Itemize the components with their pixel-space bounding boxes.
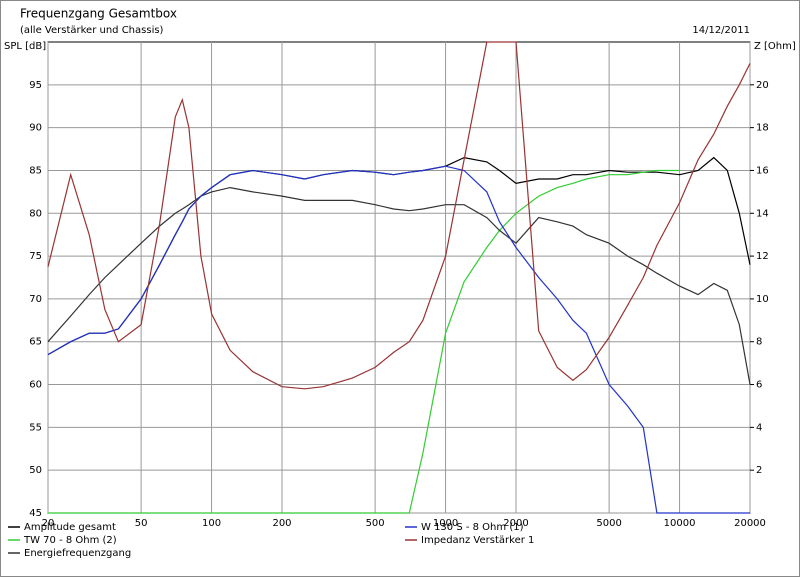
plot-area xyxy=(47,41,751,514)
x-tick-label: 100 xyxy=(202,518,221,529)
y-tick-label: 85 xyxy=(29,165,42,176)
y2-tick-label: 6 xyxy=(756,380,762,391)
legend-label: TW 70 - 8 Ohm (2) xyxy=(23,535,117,546)
y2-axis-label: Z [Ohm] xyxy=(754,41,796,52)
x-tick-label: 5000 xyxy=(596,518,621,529)
chart-date: 14/12/2011 xyxy=(692,25,750,36)
y-axis-label: SPL [dB] xyxy=(4,41,46,52)
y-tick-label: 90 xyxy=(29,123,42,134)
chart-subtitle: (alle Verstärker und Chassis) xyxy=(20,25,164,36)
y2-tick-label: 12 xyxy=(756,251,769,262)
x-tick-label: 1000 xyxy=(433,518,458,529)
y-tick-label: 70 xyxy=(29,294,42,305)
x-tick-label: 500 xyxy=(366,518,385,529)
y-tick-label: 95 xyxy=(29,80,42,91)
y-tick-label: 55 xyxy=(29,422,42,433)
x-tick-label: 20000 xyxy=(734,518,766,529)
y-tick-label: 65 xyxy=(29,337,42,348)
y-tick-label: 60 xyxy=(29,380,42,391)
legend-label: Impedanz Verstärker 1 xyxy=(421,535,534,546)
y2-tick-label: 18 xyxy=(756,123,769,134)
series-line xyxy=(47,41,751,390)
x-tick-label: 20 xyxy=(42,518,55,529)
x-tick-label: 2000 xyxy=(503,518,528,529)
y2-tick-label: 16 xyxy=(756,165,769,176)
y2-tick-label: 20 xyxy=(756,80,769,91)
y2-tick-label: 8 xyxy=(756,337,762,348)
y-tick-label: 45 xyxy=(29,508,42,519)
y-tick-label: 80 xyxy=(29,208,42,219)
legend-label: Amplitude gesamt xyxy=(24,522,116,533)
y2-tick-label: 2 xyxy=(756,465,762,476)
y-tick-label: 50 xyxy=(29,465,42,476)
y-tick-label: 75 xyxy=(29,251,42,262)
series-line xyxy=(47,165,750,514)
series-line xyxy=(48,169,680,514)
legend-label: W 130 S - 8 Ohm (1) xyxy=(421,522,524,533)
legend-label: Energiefrequenzgang xyxy=(24,548,131,559)
y2-tick-label: 14 xyxy=(756,208,769,219)
y2-tick-label: 10 xyxy=(756,294,769,305)
x-tick-label: 200 xyxy=(272,518,291,529)
x-tick-label: 50 xyxy=(135,518,148,529)
y2-tick-label: 4 xyxy=(756,422,762,433)
x-tick-label: 10000 xyxy=(664,518,696,529)
chart-title: Frequenzgang Gesamtbox xyxy=(20,7,177,21)
